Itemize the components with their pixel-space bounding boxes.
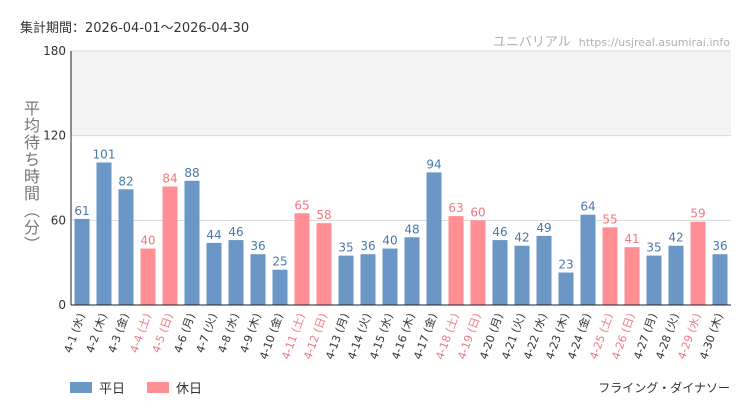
bar-value-label: 40 bbox=[382, 234, 397, 248]
legend-swatch-holiday bbox=[147, 382, 170, 393]
bar-value-label: 59 bbox=[690, 207, 705, 221]
bar bbox=[514, 245, 530, 305]
y-tick-label: 120 bbox=[43, 129, 66, 143]
bar bbox=[206, 242, 222, 305]
bar-value-label: 58 bbox=[316, 208, 331, 222]
bar-value-label: 94 bbox=[426, 157, 441, 171]
attraction-name: フライング・ダイナソー bbox=[598, 381, 730, 395]
bar bbox=[426, 172, 442, 305]
bar-value-label: 35 bbox=[338, 241, 353, 255]
bar-value-label: 42 bbox=[514, 231, 529, 245]
legend: 平日 休日 bbox=[70, 378, 202, 397]
bar bbox=[448, 216, 464, 305]
bar-value-label: 82 bbox=[118, 174, 133, 188]
legend-label-holiday: 休日 bbox=[176, 382, 203, 397]
bar bbox=[272, 269, 288, 305]
bar-value-label: 40 bbox=[140, 234, 155, 248]
bar-value-label: 88 bbox=[184, 166, 199, 180]
legend-label-weekday: 平日 bbox=[99, 382, 126, 397]
bar bbox=[228, 240, 244, 305]
bar-value-label: 46 bbox=[492, 225, 507, 239]
bar-value-label: 36 bbox=[360, 239, 375, 253]
bar-value-label: 49 bbox=[536, 221, 551, 235]
bar-value-label: 42 bbox=[668, 231, 683, 245]
bar bbox=[404, 237, 420, 305]
bar bbox=[646, 255, 662, 305]
y-tick-label: 0 bbox=[58, 298, 66, 312]
bar bbox=[492, 240, 508, 305]
period-label: 集計期間：2026-04-01〜2026-04-30 bbox=[20, 21, 250, 36]
bar bbox=[162, 186, 178, 305]
bar bbox=[602, 227, 618, 305]
bar bbox=[624, 247, 640, 305]
bar bbox=[96, 162, 112, 305]
y-tick-label: 180 bbox=[43, 44, 66, 58]
legend-swatch-weekday bbox=[70, 382, 92, 393]
bar-value-label: 48 bbox=[404, 222, 419, 236]
y-axis-label: 平均待ち時間（分） bbox=[21, 100, 40, 253]
bar bbox=[316, 223, 332, 305]
bar bbox=[690, 221, 706, 305]
bar-value-label: 23 bbox=[558, 258, 573, 272]
bar-value-label: 65 bbox=[294, 198, 309, 212]
site-name: ユニバリアル bbox=[492, 35, 571, 50]
bar bbox=[558, 272, 574, 305]
bar-value-label: 101 bbox=[93, 147, 116, 161]
bar bbox=[580, 214, 596, 305]
bar bbox=[118, 189, 134, 305]
legend-item-holiday: 休日 bbox=[147, 378, 202, 397]
bar-value-label: 55 bbox=[602, 212, 617, 226]
bar-value-label: 61 bbox=[74, 204, 89, 218]
bar bbox=[668, 245, 684, 305]
plot-band bbox=[71, 51, 731, 136]
bar-value-label: 35 bbox=[646, 241, 661, 255]
bar bbox=[74, 218, 90, 305]
legend-item-weekday: 平日 bbox=[70, 378, 125, 397]
bar bbox=[250, 254, 266, 305]
bar-value-label: 25 bbox=[272, 255, 287, 269]
bar-value-label: 36 bbox=[712, 239, 727, 253]
bar bbox=[712, 254, 728, 305]
bar-value-label: 64 bbox=[580, 200, 595, 214]
bar-value-label: 36 bbox=[250, 239, 265, 253]
site-url: https://usjreal.asumirai.info bbox=[578, 36, 730, 49]
bar bbox=[294, 213, 310, 305]
bar-value-label: 84 bbox=[162, 171, 177, 185]
site-credit: ユニバリアル https://usjreal.asumirai.info bbox=[493, 31, 730, 50]
bar bbox=[360, 254, 376, 305]
bar bbox=[536, 235, 552, 305]
bar-value-label: 41 bbox=[624, 232, 639, 246]
bar bbox=[184, 180, 200, 305]
y-tick-label: 60 bbox=[51, 213, 66, 227]
bar-value-label: 44 bbox=[206, 228, 221, 242]
bar bbox=[382, 248, 398, 305]
bar-value-label: 46 bbox=[228, 225, 243, 239]
bar-value-label: 63 bbox=[448, 201, 463, 215]
bar-value-label: 60 bbox=[470, 205, 485, 219]
bar bbox=[338, 255, 354, 305]
bar bbox=[140, 248, 156, 305]
bar bbox=[470, 220, 486, 305]
